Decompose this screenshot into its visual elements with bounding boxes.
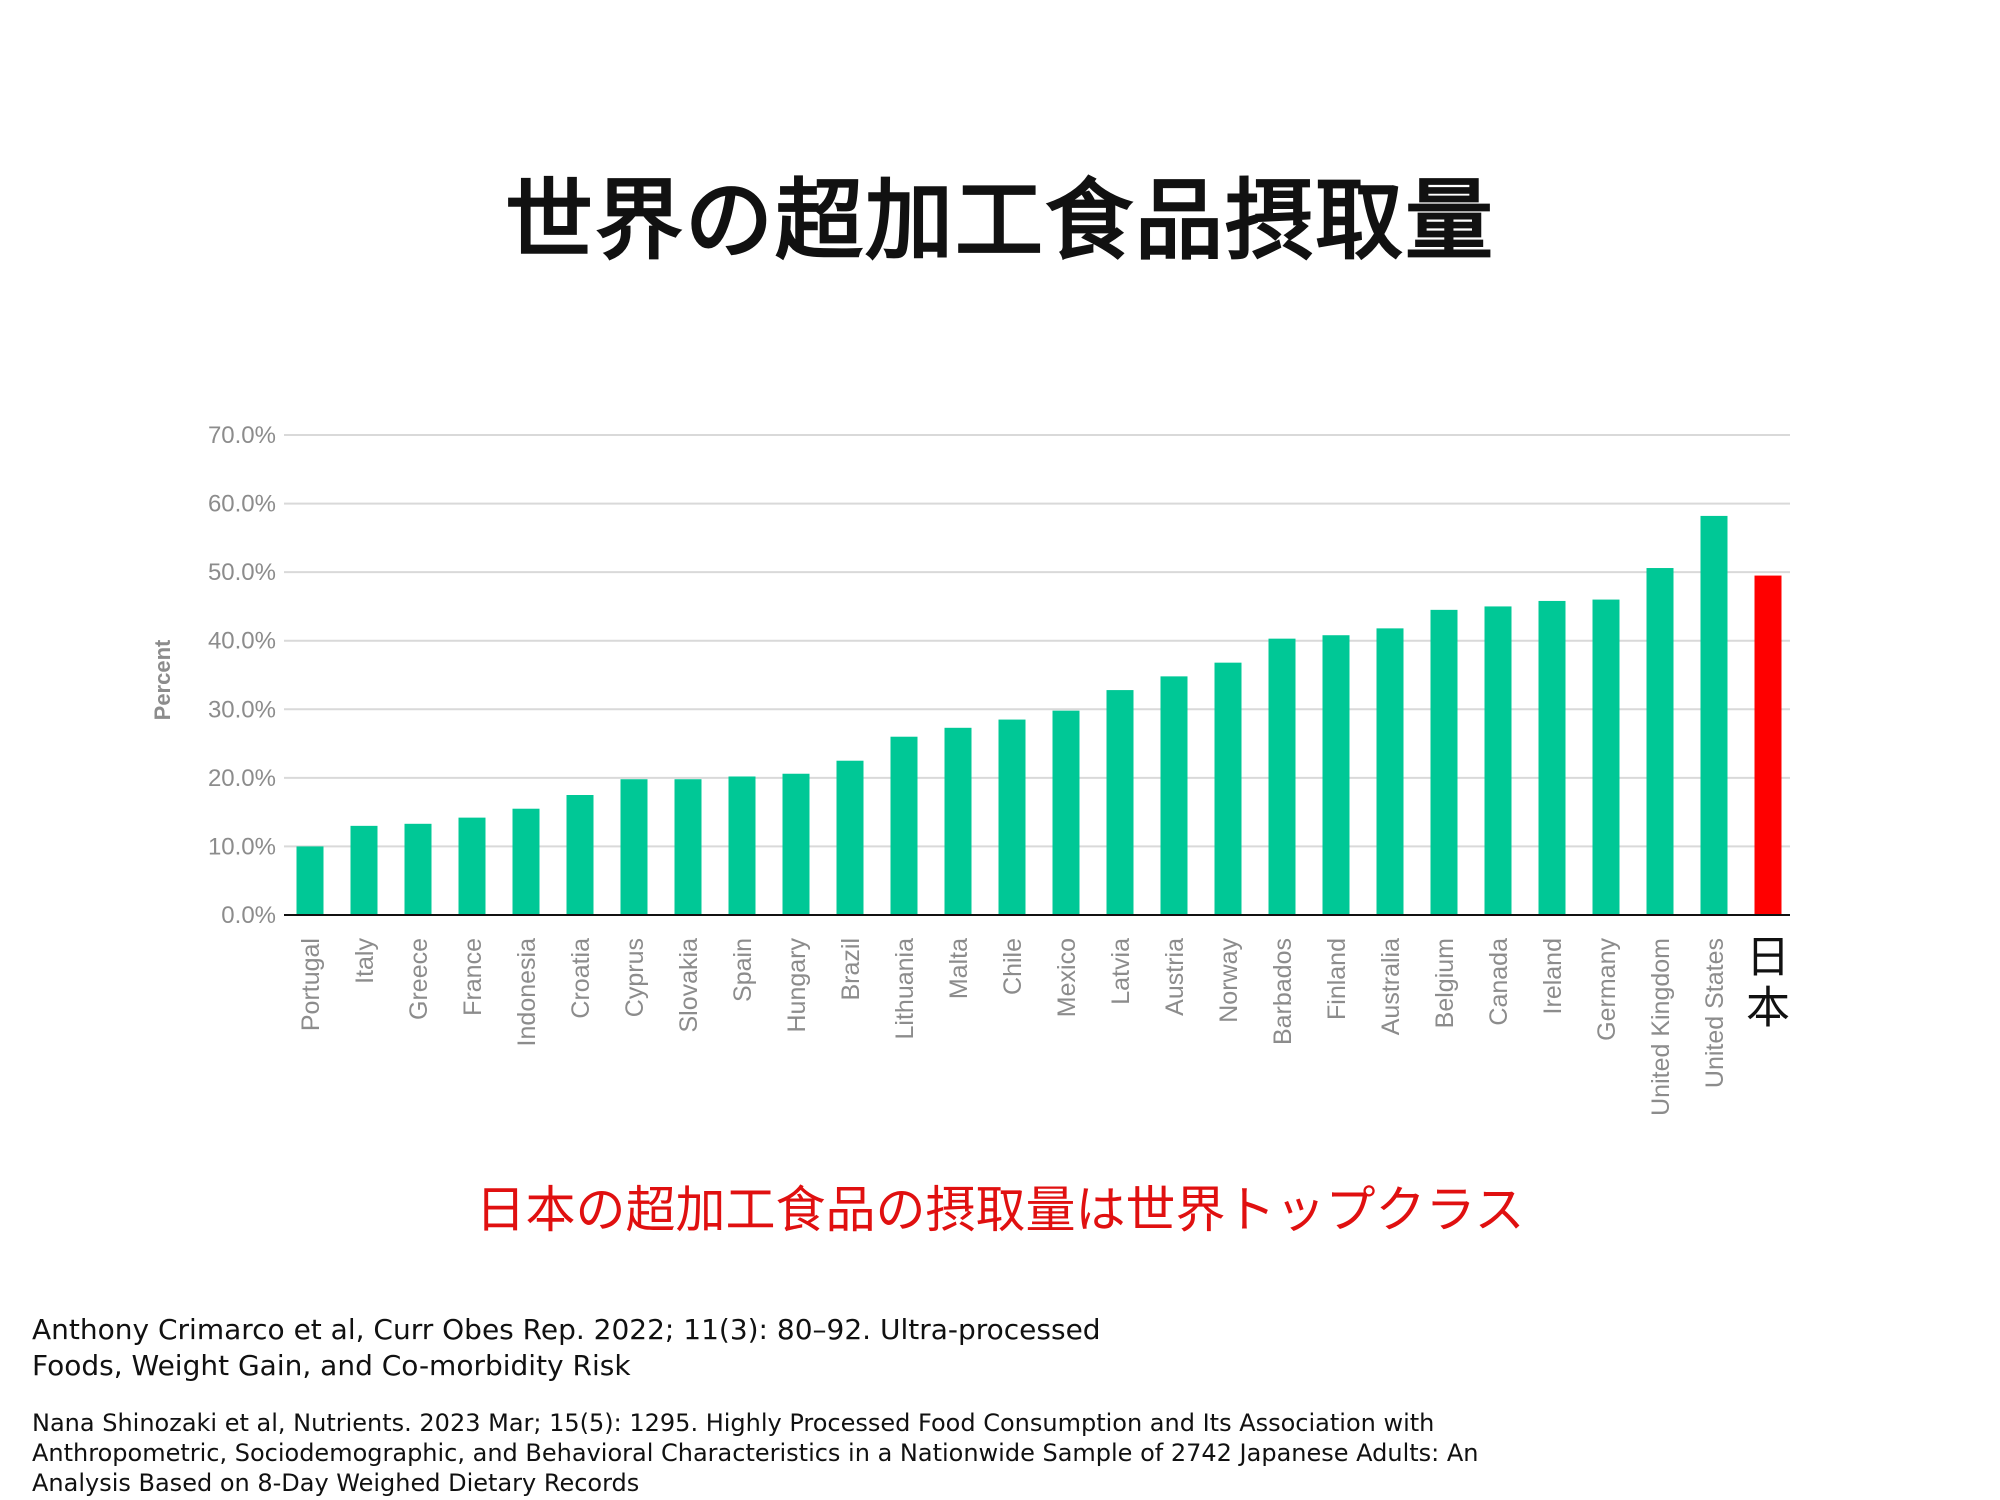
bar-22	[1484, 606, 1512, 915]
bar-27	[1754, 575, 1782, 915]
bar-12	[944, 727, 972, 915]
bar-14	[1052, 710, 1080, 915]
x-tick-label: Germany	[1593, 938, 1621, 1041]
x-tick-label: Greece	[405, 938, 433, 1020]
x-tick-label: Chile	[999, 938, 1027, 995]
x-tick-label: Indonesia	[513, 938, 541, 1047]
x-tick-label: Ireland	[1539, 938, 1567, 1014]
x-tick-label: Portugal	[297, 938, 325, 1031]
bar-20	[1376, 628, 1404, 915]
x-axis-ticks: Portugal Italy Greece France Indonesia Croati…	[297, 932, 1790, 1116]
x-tick-label: Latvia	[1107, 938, 1135, 1005]
bar-25	[1646, 568, 1674, 915]
x-tick-label: United States	[1701, 938, 1729, 1088]
x-tick-label: Malta	[945, 938, 973, 999]
bar-13	[998, 719, 1026, 915]
x-tick-label: Lithuania	[891, 938, 919, 1040]
y-tick-label: 0.0%	[221, 902, 276, 929]
bar-10	[836, 760, 864, 915]
bar-3	[458, 817, 486, 915]
x-tick-label: Canada	[1485, 938, 1513, 1026]
y-tick-label: 70.0%	[208, 422, 276, 449]
x-tick-label: 日本	[1746, 932, 1790, 1034]
bar-16	[1160, 676, 1188, 915]
bar-21	[1430, 609, 1458, 915]
bar-7	[674, 779, 702, 915]
bar-11	[890, 736, 918, 915]
bar-9	[782, 773, 810, 915]
bar-17	[1214, 662, 1242, 915]
x-tick-label: Italy	[351, 938, 379, 984]
page-title: 世界の超加工食品摂取量	[504, 169, 1495, 272]
x-tick-label: Spain	[729, 938, 757, 1002]
x-tick-label: Slovakia	[675, 938, 703, 1033]
bars	[296, 515, 1782, 915]
bar-23	[1538, 600, 1566, 915]
y-tick-label: 10.0%	[208, 833, 276, 860]
bar-4	[512, 808, 540, 915]
subtitle: 日本の超加工食品の摂取量は世界トップクラス	[475, 1181, 1525, 1239]
x-tick-label: Croatia	[567, 938, 595, 1019]
x-tick-label: Barbados	[1269, 938, 1297, 1045]
bar-18	[1268, 638, 1296, 915]
y-tick-label: 20.0%	[208, 765, 276, 792]
x-tick-label: United Kingdom	[1647, 938, 1675, 1116]
bar-15	[1106, 690, 1134, 915]
bar-8	[728, 776, 756, 915]
x-tick-label: Belgium	[1431, 938, 1459, 1028]
x-tick-label: France	[459, 938, 487, 1016]
x-tick-label: Brazil	[837, 938, 865, 1001]
bar-0	[296, 846, 324, 915]
bar-5	[566, 795, 594, 915]
reference-1: Anthony Crimarco et al, Curr Obes Rep. 2…	[32, 1313, 1101, 1382]
bar-19	[1322, 635, 1350, 915]
y-axis-ticks: 0.0% 10.0% 20.0% 30.0% 40.0% 50.0% 60.0% 70.0%	[208, 422, 276, 929]
y-tick-label: 40.0%	[208, 628, 276, 655]
x-tick-label: Mexico	[1053, 938, 1081, 1017]
y-tick-label: 30.0%	[208, 696, 276, 723]
reference-2: Nana Shinozaki et al, Nutrients. 2023 Ma…	[32, 1409, 1479, 1497]
x-tick-label: Austria	[1161, 938, 1189, 1016]
y-tick-label: 60.0%	[208, 491, 276, 518]
y-axis-label: Percent	[150, 639, 175, 720]
x-tick-label: Hungary	[783, 938, 811, 1033]
x-tick-label: Norway	[1215, 938, 1243, 1023]
bar-1	[350, 825, 378, 915]
y-tick-label: 50.0%	[208, 559, 276, 586]
bar-26	[1700, 515, 1728, 915]
x-tick-label: Finland	[1323, 938, 1351, 1020]
bar-24	[1592, 599, 1620, 915]
x-tick-label: Cyprus	[621, 938, 649, 1017]
bar-6	[620, 779, 648, 915]
bar-2	[404, 823, 432, 915]
x-tick-label: Australia	[1377, 938, 1405, 1035]
